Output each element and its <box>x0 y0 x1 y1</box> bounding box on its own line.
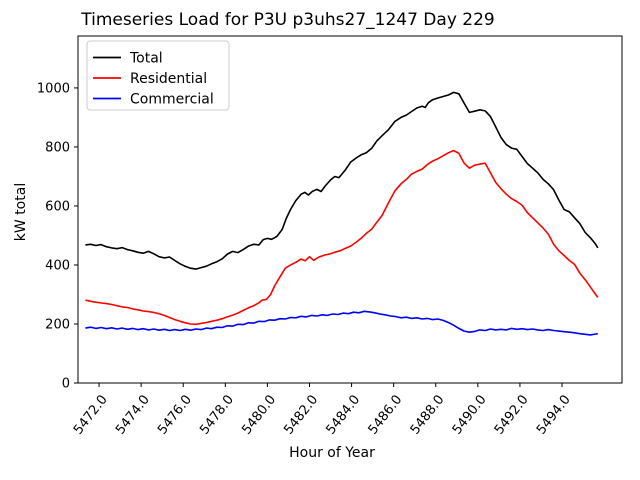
plot-area: 0 200 400 600 800 1000 5472.0 5474.0 5476.0 5478.… <box>37 35 623 438</box>
legend-label-commercial: Commercial <box>130 92 214 108</box>
x-tick-label: 5484.0 <box>323 392 363 437</box>
y-tick-label: 600 <box>45 199 70 214</box>
axes-frame <box>77 35 623 384</box>
y-tick-label: 200 <box>45 317 70 332</box>
x-tick-label: 5476.0 <box>155 392 195 437</box>
legend-label-total: Total <box>129 51 163 67</box>
x-tick-label: 5474.0 <box>113 392 153 437</box>
x-tick-label: 5478.0 <box>197 392 237 437</box>
x-tick-label: 5472.0 <box>71 392 111 437</box>
legend-box <box>86 40 230 111</box>
y-tick-label: 0 <box>62 377 70 392</box>
x-tick-label: 5494.0 <box>534 392 574 437</box>
x-tick-label: 5488.0 <box>408 392 448 437</box>
x-tick-label: 5480.0 <box>239 392 279 437</box>
x-tick-label: 5482.0 <box>281 392 321 437</box>
x-tick-label: 5486.0 <box>366 392 406 437</box>
chart-title: Timeseries Load for P3U p3uhs27_1247 Day… <box>80 10 494 30</box>
series-line-total <box>85 91 599 270</box>
y-tick-label: 1000 <box>37 81 70 96</box>
y-tick-label: 400 <box>45 258 70 273</box>
x-tick-label: 5490.0 <box>450 392 490 437</box>
series-line-commercial <box>85 310 598 336</box>
x-axis-label: Hour of Year <box>289 445 375 461</box>
legend-label-residential: Residential <box>130 71 207 87</box>
y-tick-label: 800 <box>45 140 70 155</box>
series-line-residential <box>85 149 599 326</box>
x-tick-label: 5492.0 <box>492 392 532 437</box>
y-axis-label: kW total <box>13 183 29 241</box>
